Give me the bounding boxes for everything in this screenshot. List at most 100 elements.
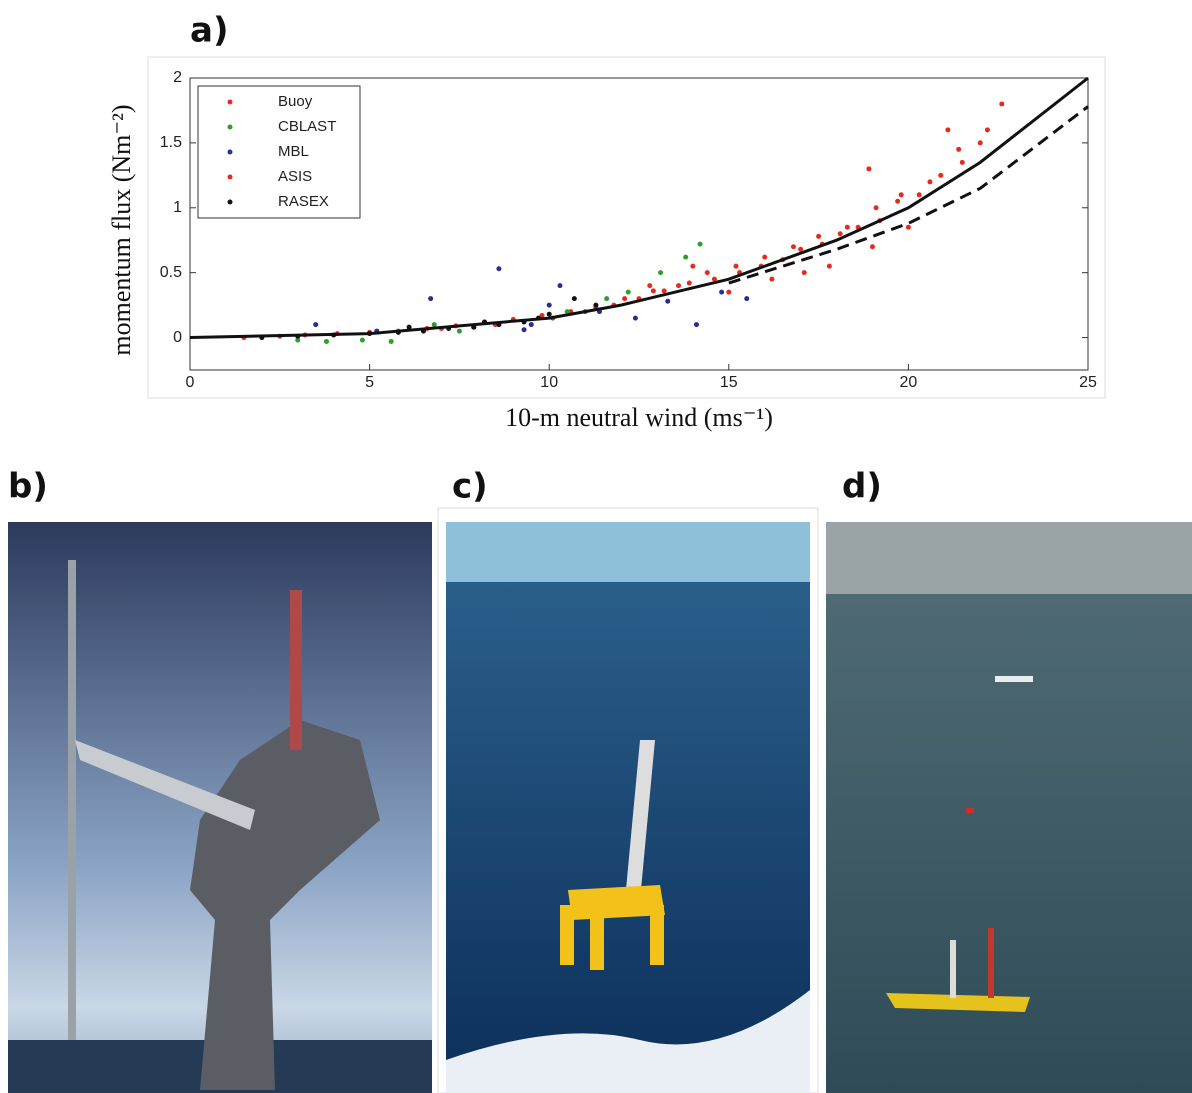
data-point xyxy=(697,241,703,247)
data-point xyxy=(945,127,951,133)
legend-marker xyxy=(227,174,233,180)
data-point xyxy=(661,288,667,294)
data-point xyxy=(719,289,725,295)
x-tick-label: 10 xyxy=(540,374,558,391)
legend-label: Buoy xyxy=(278,93,313,110)
plot-area xyxy=(189,77,1089,371)
data-point xyxy=(683,254,689,260)
data-point xyxy=(546,302,552,308)
data-point xyxy=(744,296,750,302)
fit-curve xyxy=(728,105,1089,285)
data-point xyxy=(999,101,1005,107)
data-point xyxy=(496,266,502,272)
data-point xyxy=(647,283,653,289)
legend-marker xyxy=(227,99,233,105)
legend-marker xyxy=(227,199,233,205)
data-point xyxy=(388,338,394,344)
x-tick-label: 20 xyxy=(900,374,918,391)
data-point xyxy=(869,244,875,250)
data-point xyxy=(665,298,671,304)
data-point xyxy=(323,338,329,344)
data-point xyxy=(798,246,804,252)
data-point xyxy=(816,233,822,239)
data-point xyxy=(927,179,933,185)
y-tick-label: 1.5 xyxy=(160,134,182,151)
y-axis-label: momentum flux (Nm⁻²) xyxy=(107,104,136,355)
panel-label: d) xyxy=(842,467,882,507)
data-point xyxy=(959,159,965,165)
data-point xyxy=(690,263,696,269)
x-tick-label: 0 xyxy=(186,374,195,391)
data-point xyxy=(977,140,983,146)
panel-label: a) xyxy=(190,11,228,51)
data-point xyxy=(916,192,922,198)
y-tick-label: 0 xyxy=(173,329,182,346)
x-tick-label: 25 xyxy=(1079,374,1097,391)
data-point xyxy=(593,302,599,308)
data-point xyxy=(295,337,301,343)
data-point xyxy=(632,315,638,321)
y-tick-label: 1 xyxy=(173,199,182,216)
photo-glider xyxy=(826,522,1192,1093)
data-point xyxy=(650,288,656,294)
photo-platform xyxy=(8,522,432,1093)
data-point xyxy=(359,337,365,343)
legend-marker xyxy=(227,124,233,130)
data-point xyxy=(528,322,534,328)
data-point xyxy=(826,263,832,269)
data-point xyxy=(406,324,412,330)
data-point xyxy=(313,322,319,328)
x-tick-label: 15 xyxy=(720,374,738,391)
data-point xyxy=(456,328,462,334)
data-point xyxy=(625,289,631,295)
data-point xyxy=(938,172,944,178)
data-point xyxy=(873,205,879,211)
data-point xyxy=(622,296,628,302)
data-point xyxy=(564,309,570,315)
data-point xyxy=(905,224,911,230)
data-point xyxy=(546,311,552,317)
data-point xyxy=(733,263,739,269)
legend-box xyxy=(197,85,361,219)
panel-label: b) xyxy=(8,467,48,507)
data-point xyxy=(428,296,434,302)
data-point xyxy=(837,231,843,237)
legend-label: RASEX xyxy=(278,193,329,210)
data-point xyxy=(557,283,563,289)
data-point xyxy=(790,244,796,250)
data-point xyxy=(956,146,962,152)
data-point xyxy=(693,322,699,328)
data-point xyxy=(676,283,682,289)
x-tick-label: 5 xyxy=(365,374,374,391)
legend-label: MBL xyxy=(278,143,309,160)
data-point xyxy=(571,296,577,302)
data-point xyxy=(898,192,904,198)
data-point xyxy=(769,276,775,282)
axes-box xyxy=(189,77,1089,371)
legend-marker xyxy=(227,149,233,155)
x-axis-label: 10-m neutral wind (ms⁻¹) xyxy=(505,403,773,432)
y-tick-label: 2 xyxy=(173,69,182,86)
data-point xyxy=(686,280,692,286)
panel-label: c) xyxy=(452,467,488,507)
data-point xyxy=(704,270,710,276)
data-point xyxy=(539,312,545,318)
data-point xyxy=(844,224,850,230)
data-point xyxy=(658,270,664,276)
data-point xyxy=(726,289,732,295)
y-tick-label: 0.5 xyxy=(160,264,182,281)
data-point xyxy=(431,322,437,328)
fit-curve xyxy=(189,76,1089,340)
data-point xyxy=(801,270,807,276)
data-point xyxy=(604,296,610,302)
data-point xyxy=(711,276,717,282)
legend-label: ASIS xyxy=(278,168,312,185)
legend-label: CBLAST xyxy=(278,118,336,135)
data-point xyxy=(984,127,990,133)
data-point xyxy=(895,198,901,204)
data-point xyxy=(762,254,768,260)
data-point xyxy=(521,327,527,333)
photo-buoy xyxy=(437,507,819,1093)
